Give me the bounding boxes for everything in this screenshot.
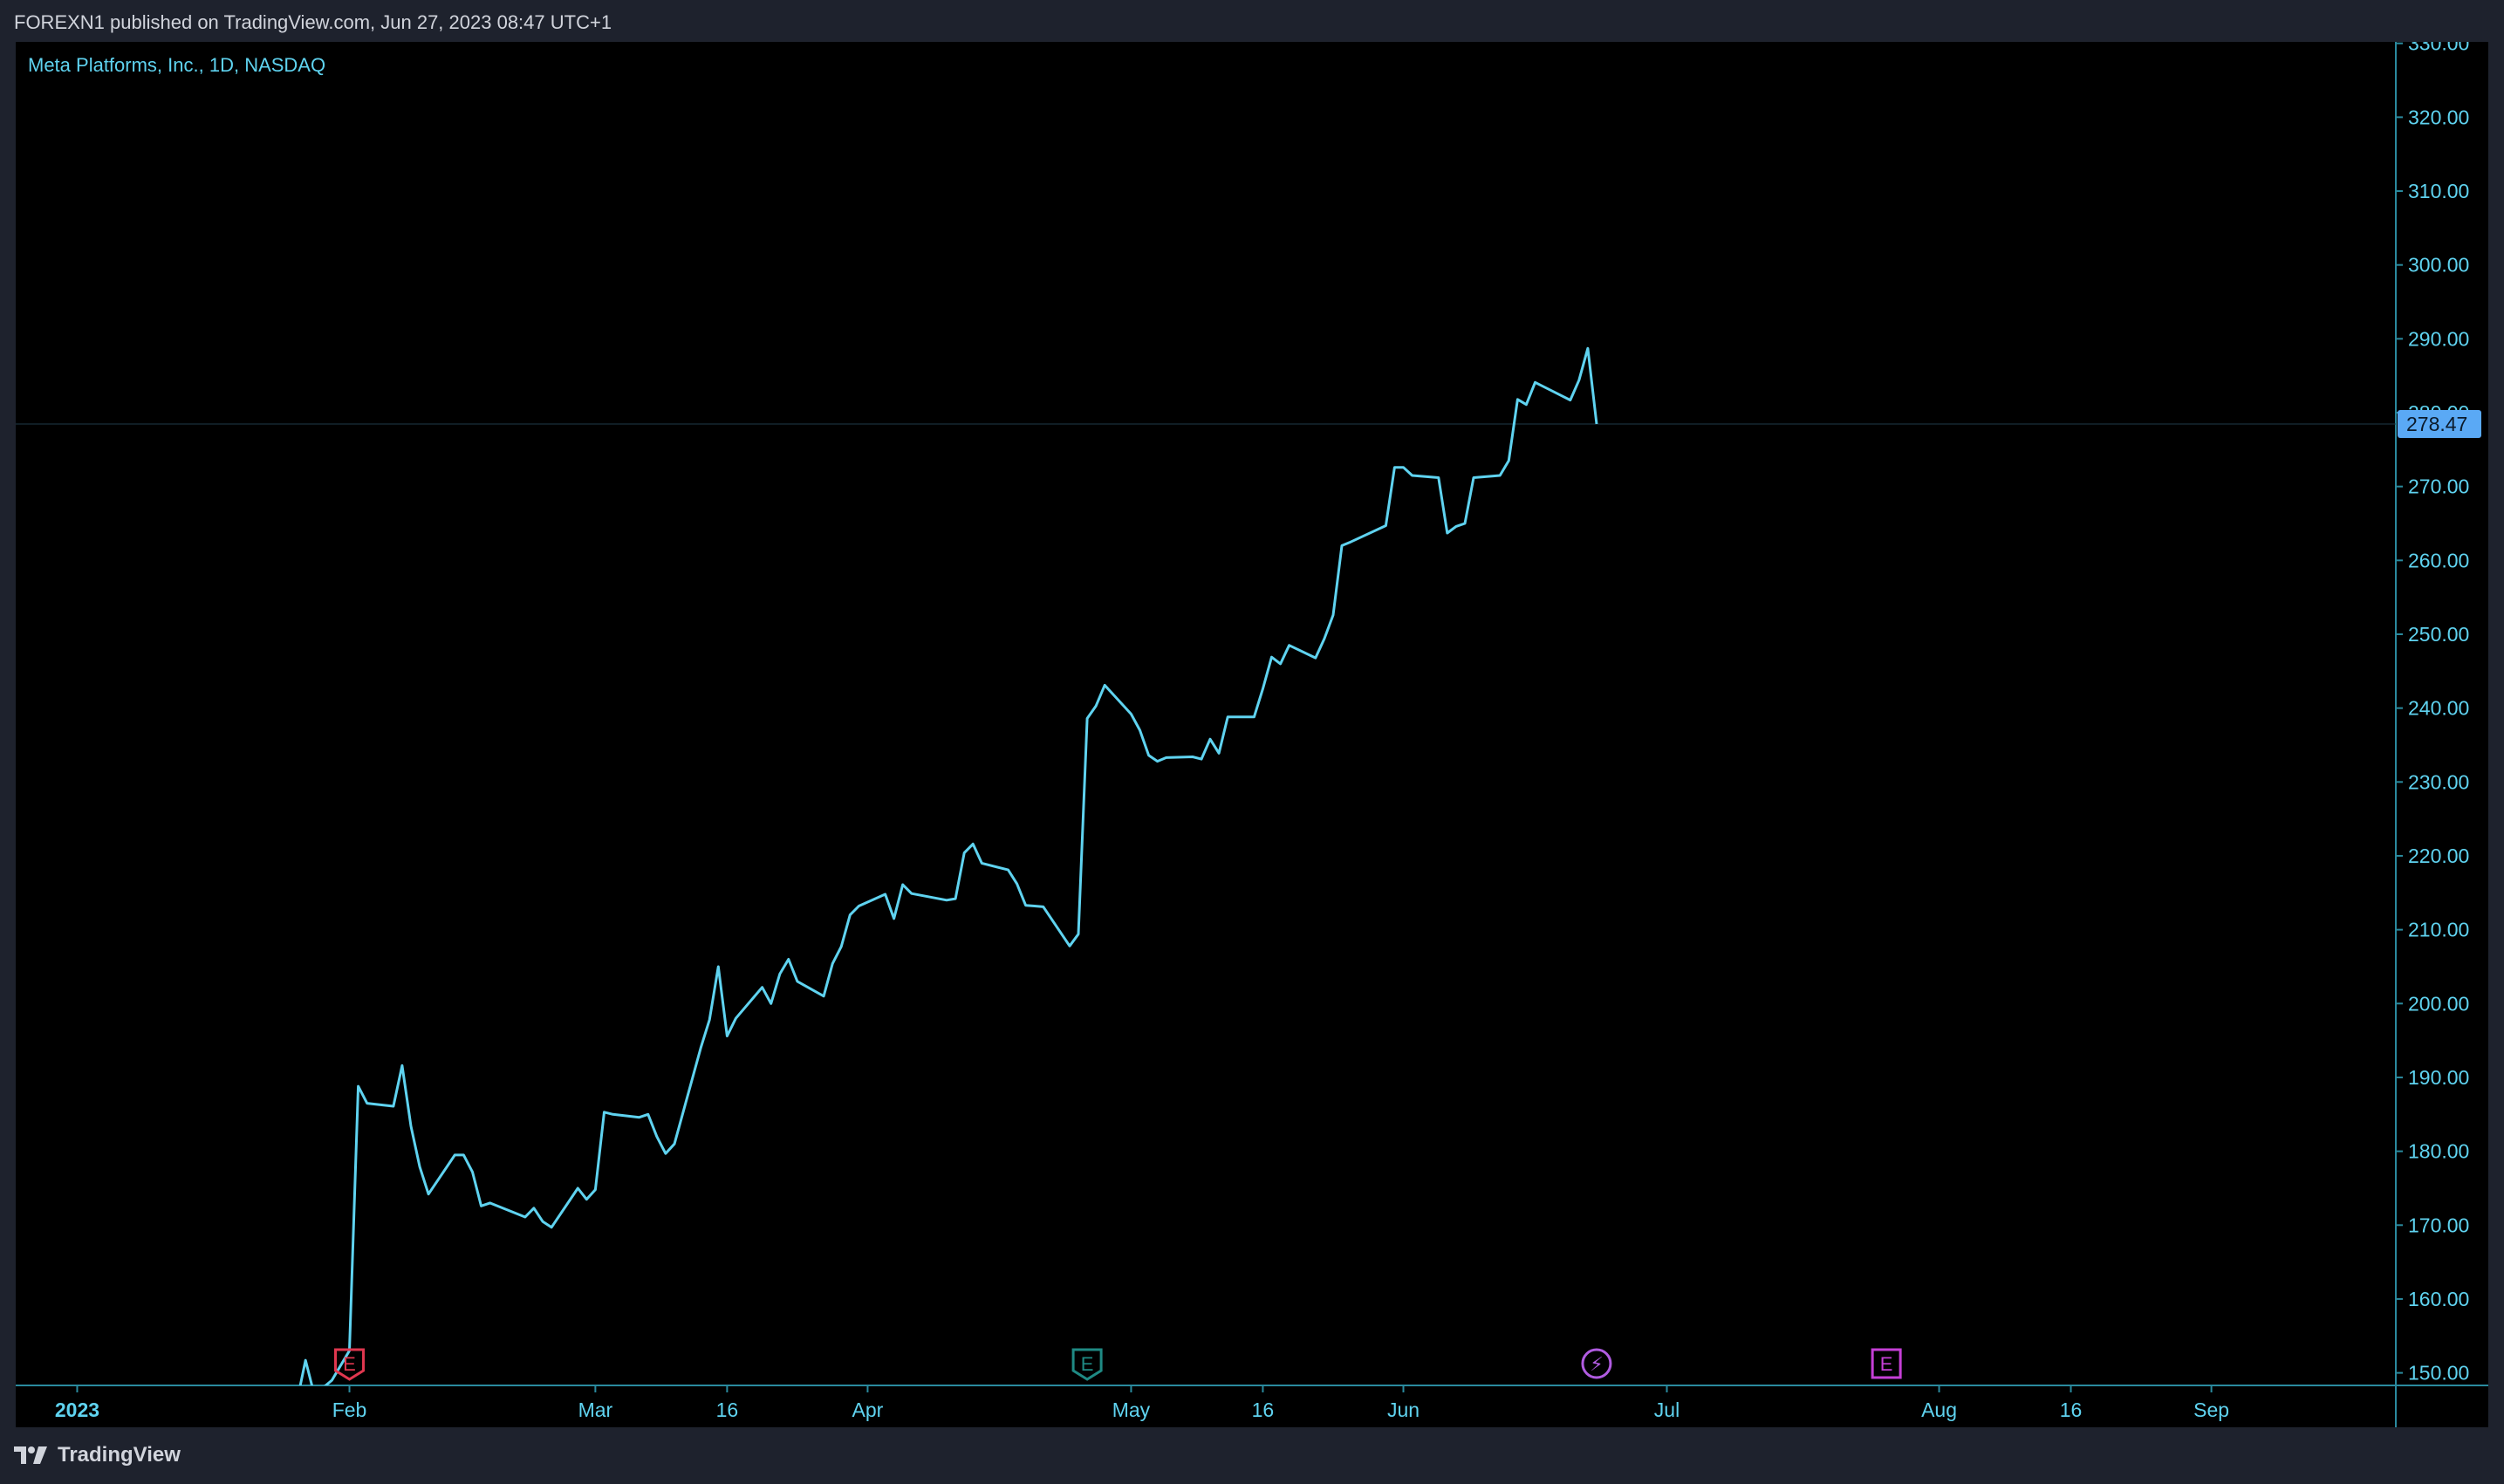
price-tick-label: 230.00 [2408, 770, 2469, 793]
price-tick-label: 270.00 [2408, 475, 2469, 498]
earnings-marker-apr[interactable]: E [1071, 1348, 1103, 1381]
earnings-marker-jul-frame [1871, 1348, 1902, 1379]
time-tick-label: 16 [1252, 1399, 1275, 1421]
price-tick-label: 320.00 [2408, 106, 2469, 128]
time-tick-label: Jun [1387, 1399, 1420, 1421]
last-price-label: 278.47 [2406, 413, 2467, 435]
event-markers[interactable]: E E ⚡ E [334, 1348, 1902, 1381]
earnings-marker-feb-glyph: E [343, 1353, 356, 1375]
earnings-marker-apr-glyph: E [1081, 1353, 1094, 1375]
dividend-marker-jun-frame [1581, 1348, 1612, 1379]
chart-area[interactable]: 150.00 160.00 170.00 180.00 190.00 200.00 210.… [16, 32, 2488, 1427]
price-tick-label: 240.00 [2408, 697, 2469, 720]
dividend-marker-jun[interactable]: ⚡ [1581, 1348, 1612, 1379]
last-price-tag: 278.47 [2398, 409, 2481, 438]
time-tick-label: Apr [852, 1399, 884, 1421]
price-tick-label: 260.00 [2408, 549, 2469, 571]
dividend-marker-jun-glyph: ⚡ [1590, 1353, 1603, 1375]
price-tick-label: 180.00 [2408, 1140, 2469, 1163]
earnings-marker-jul-glyph: E [1880, 1353, 1893, 1375]
earnings-marker-jul[interactable]: E [1871, 1348, 1902, 1379]
time-tick-label: 16 [716, 1399, 739, 1421]
time-tick-label: Feb [332, 1399, 367, 1421]
time-tick-label: Mar [578, 1399, 613, 1421]
price-tick-label: 330.00 [2408, 42, 2469, 55]
price-tick-label: 170.00 [2408, 1214, 2469, 1236]
earnings-marker-feb-frame [334, 1348, 366, 1381]
time-axis[interactable]: 2023 Feb Mar 16 Apr May 16 Jun Jul Aug 16 Sep [55, 1385, 2229, 1421]
price-tick-label: 250.00 [2408, 623, 2469, 646]
top-bar: FOREXN1 published on TradingView.com, Ju… [0, 0, 2504, 42]
price-tick-label: 190.00 [2408, 1066, 2469, 1089]
last-price-tag-bg [2398, 409, 2481, 438]
time-tick-label: Aug [1921, 1399, 1957, 1421]
earnings-marker-apr-frame [1071, 1348, 1103, 1381]
price-chart[interactable]: 150.00 160.00 170.00 180.00 190.00 200.00 210.… [16, 32, 2488, 1427]
legend-title[interactable]: Meta Platforms, Inc., 1D, NASDAQ [28, 54, 325, 76]
price-series-line [298, 346, 1598, 1385]
earnings-marker-feb[interactable]: E [334, 1348, 366, 1381]
price-tick-label: 220.00 [2408, 845, 2469, 867]
price-axis[interactable]: 150.00 160.00 170.00 180.00 190.00 200.00 210.… [2396, 32, 2469, 1385]
time-tick-label: May [1112, 1399, 1151, 1421]
bottom-bar: TradingView [0, 1427, 2504, 1484]
brand-name: TradingView [58, 1443, 181, 1467]
tradingview-brand[interactable]: TradingView [14, 1443, 181, 1467]
price-tick-label: 210.00 [2408, 919, 2469, 941]
chart-background [16, 42, 2488, 1427]
price-tick-label: 200.00 [2408, 992, 2469, 1015]
price-tick-label: 300.00 [2408, 254, 2469, 277]
price-tick-label: 310.00 [2408, 180, 2469, 202]
time-tick-label: Jul [1654, 1399, 1680, 1421]
tradingview-logo-icon [14, 1446, 47, 1464]
time-tick-label: 2023 [55, 1399, 99, 1421]
time-tick-label: Sep [2193, 1399, 2229, 1421]
time-tick-label: 16 [2060, 1399, 2083, 1421]
price-tick-label: 160.00 [2408, 1288, 2469, 1310]
publish-info: FOREXN1 published on TradingView.com, Ju… [14, 11, 612, 33]
price-tick-label: 290.00 [2408, 327, 2469, 350]
price-tick-label: 150.00 [2408, 1362, 2469, 1385]
